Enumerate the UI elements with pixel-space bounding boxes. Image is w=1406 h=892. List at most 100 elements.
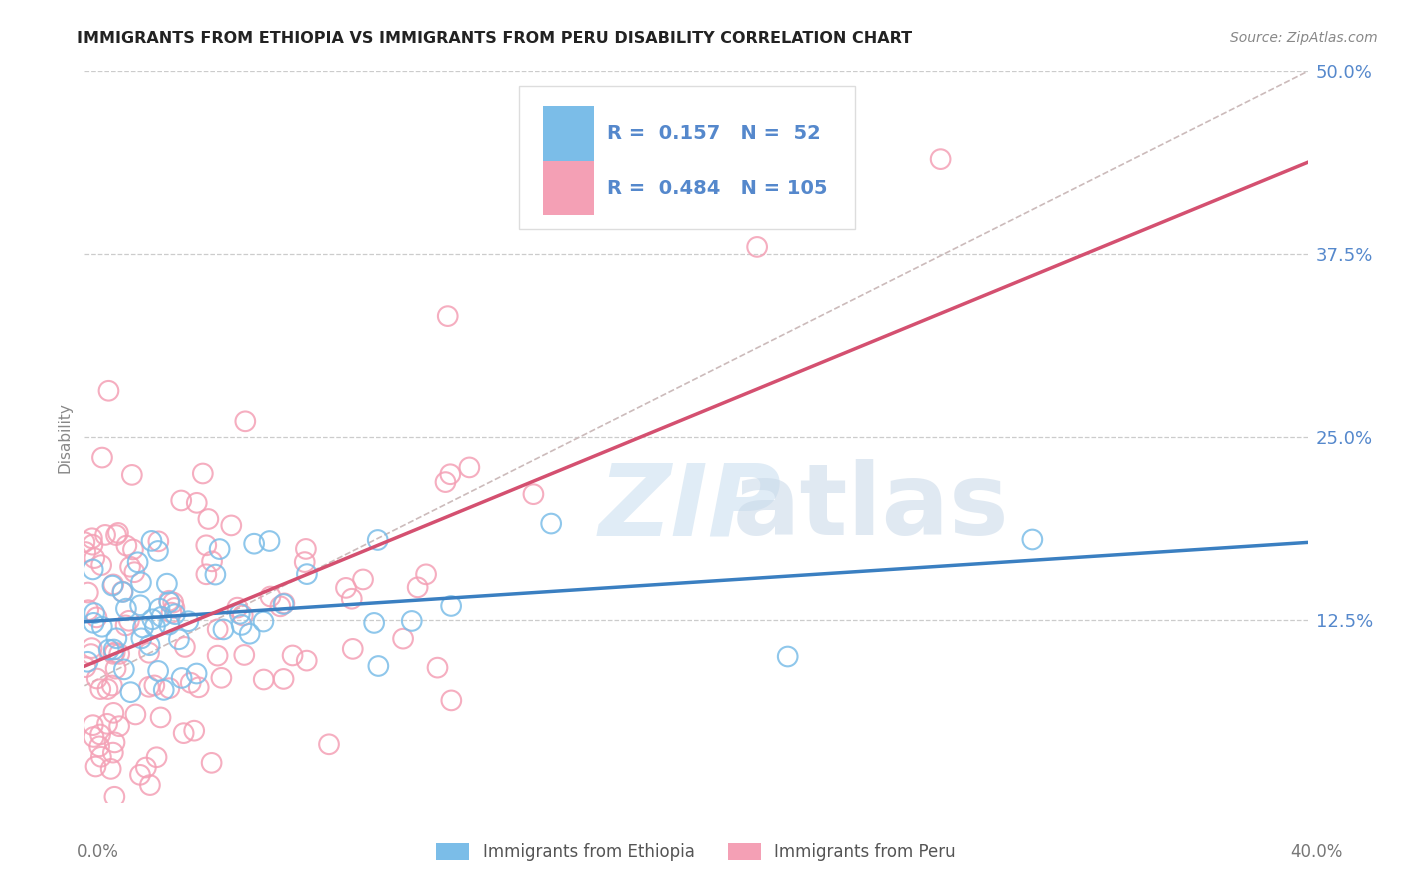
Point <box>281 648 304 663</box>
Point <box>183 723 205 738</box>
Point <box>105 528 128 542</box>
Point <box>141 533 163 548</box>
Point <box>522 487 544 501</box>
Point <box>91 450 114 465</box>
Point <box>273 597 295 611</box>
Point <box>207 622 229 636</box>
Point <box>204 567 226 582</box>
Point <box>212 623 235 637</box>
Point <box>90 620 112 634</box>
Point <box>84 759 107 773</box>
Point <box>426 660 449 674</box>
Point <box>103 642 125 657</box>
Point <box>269 599 291 614</box>
Point <box>145 750 167 764</box>
Point <box>143 678 166 692</box>
Point <box>170 493 193 508</box>
Point <box>80 647 103 661</box>
Point <box>101 679 124 693</box>
Point <box>80 641 103 656</box>
Point <box>929 152 952 166</box>
Point <box>160 606 183 620</box>
Point <box>439 467 461 482</box>
Point <box>239 626 262 640</box>
Point <box>94 528 117 542</box>
Text: 40.0%: 40.0% <box>1291 843 1343 861</box>
Point <box>83 606 105 620</box>
Point <box>96 681 118 696</box>
Point <box>191 467 214 481</box>
FancyBboxPatch shape <box>543 161 595 216</box>
Point <box>157 681 180 695</box>
Point <box>229 607 252 621</box>
Point <box>82 718 104 732</box>
Point <box>776 649 799 664</box>
Point <box>131 632 153 646</box>
Text: Source: ZipAtlas.com: Source: ZipAtlas.com <box>1230 31 1378 45</box>
Point <box>208 542 231 557</box>
Point <box>115 539 138 553</box>
Point <box>103 789 125 804</box>
Point <box>132 620 155 634</box>
Point <box>146 664 169 678</box>
Point <box>138 680 160 694</box>
Point <box>273 672 295 686</box>
Point <box>121 467 143 482</box>
Point <box>294 555 316 569</box>
Point <box>232 608 254 623</box>
Point <box>436 309 458 323</box>
Point <box>201 554 224 568</box>
Point <box>101 746 124 760</box>
Point <box>89 727 111 741</box>
Point <box>76 585 98 599</box>
Point <box>75 660 97 674</box>
Point <box>231 618 253 632</box>
Point <box>76 655 98 669</box>
Point <box>118 614 141 628</box>
Point <box>167 632 190 647</box>
Point <box>170 671 193 685</box>
Point <box>104 645 127 659</box>
Y-axis label: Disability: Disability <box>58 401 73 473</box>
Text: ZIP: ZIP <box>598 459 782 556</box>
Point <box>124 707 146 722</box>
Point <box>105 632 128 646</box>
Point <box>75 545 97 559</box>
Point <box>434 475 457 489</box>
Point <box>173 726 195 740</box>
Point <box>157 595 180 609</box>
Point <box>252 615 274 629</box>
Point <box>152 682 174 697</box>
FancyBboxPatch shape <box>519 86 855 228</box>
Point <box>156 576 179 591</box>
Point <box>157 617 180 632</box>
Point <box>195 538 218 552</box>
Point <box>139 778 162 792</box>
Point <box>401 614 423 628</box>
Point <box>129 575 152 590</box>
Point <box>226 600 249 615</box>
Point <box>107 525 129 540</box>
Text: R =  0.484   N = 105: R = 0.484 N = 105 <box>606 179 827 198</box>
Point <box>148 601 170 615</box>
Point <box>138 646 160 660</box>
Point <box>86 672 108 686</box>
Point <box>363 615 385 630</box>
Point <box>195 567 218 582</box>
Point <box>135 760 157 774</box>
Point <box>340 591 363 606</box>
Point <box>150 610 173 624</box>
Text: IMMIGRANTS FROM ETHIOPIA VS IMMIGRANTS FROM PERU DISABILITY CORRELATION CHART: IMMIGRANTS FROM ETHIOPIA VS IMMIGRANTS F… <box>77 31 912 46</box>
Point <box>82 538 104 552</box>
Point <box>120 685 142 699</box>
Point <box>173 640 195 654</box>
Point <box>186 496 208 510</box>
Text: R =  0.157   N =  52: R = 0.157 N = 52 <box>606 124 821 143</box>
Point <box>97 642 120 657</box>
Point <box>259 534 281 549</box>
Point <box>129 599 152 613</box>
Point <box>163 607 186 622</box>
Point <box>440 599 463 613</box>
Point <box>458 460 481 475</box>
Point <box>101 578 124 592</box>
